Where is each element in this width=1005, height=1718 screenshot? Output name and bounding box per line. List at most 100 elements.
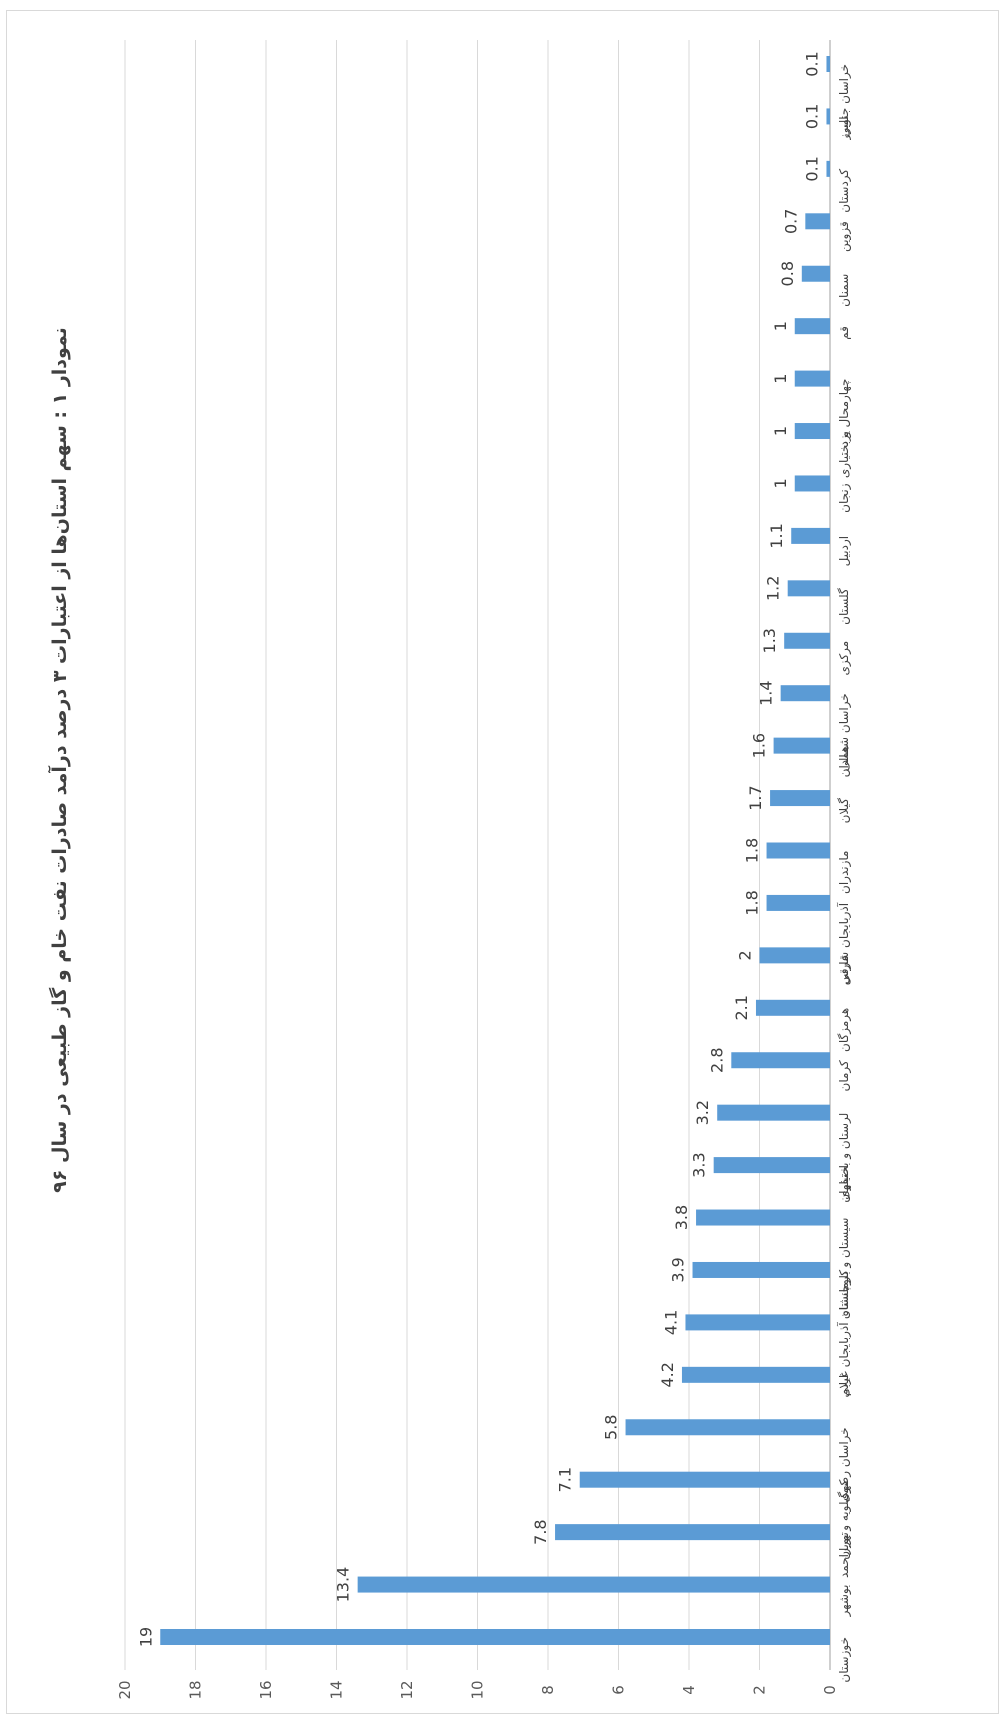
category-label: اردبیل — [837, 536, 852, 567]
x-tick-label: 0 — [821, 1685, 839, 1695]
bar — [625, 1419, 830, 1436]
bar — [794, 475, 830, 492]
bar — [717, 1104, 830, 1121]
bar-value-label: 0.1 — [802, 51, 821, 76]
x-tick-label: 16 — [257, 1680, 275, 1699]
gridlines — [124, 40, 831, 1670]
bar — [681, 1366, 830, 1383]
bar — [755, 999, 830, 1016]
bar-value-label: 0.1 — [802, 156, 821, 181]
bar-value-label: 7.8 — [531, 1519, 550, 1544]
bar-value-label: 1.3 — [760, 628, 779, 653]
bar-value-label: 2 — [736, 950, 755, 960]
x-tick-label: 18 — [187, 1680, 205, 1699]
category-label: کهگیلویه و بویراحمد — [837, 1479, 852, 1578]
category-label: گیلان — [837, 798, 851, 824]
bar-value-label: 5.8 — [602, 1415, 621, 1440]
bar — [791, 527, 830, 544]
x-tick-label: 14 — [328, 1680, 346, 1699]
category-label: زنجان — [837, 483, 852, 513]
data-labels: 19 13.4 7.8 7.1 5.8 4.2 4.1 3.9 3.8 3.3 3.2 2.8 2.1 2… — [136, 51, 821, 1647]
bar-value-label: 1 — [771, 321, 790, 331]
bar — [780, 685, 830, 702]
bar-value-label: 3.8 — [672, 1205, 691, 1230]
bar — [794, 370, 830, 387]
bar-value-label: 1.6 — [750, 733, 769, 758]
x-tick-label: 8 — [539, 1685, 557, 1695]
x-tick-label: 6 — [610, 1685, 628, 1695]
bar-value-label: 7.1 — [556, 1467, 575, 1492]
bar — [826, 108, 830, 125]
x-tick-label: 2 — [751, 1685, 769, 1695]
category-label: خراسان جنوبی — [837, 64, 852, 138]
category-label: اصفهان — [837, 1165, 851, 1203]
category-label: گلستان — [837, 588, 851, 625]
bar — [357, 1576, 830, 1593]
bar-value-label: 4.1 — [661, 1310, 680, 1335]
bar — [773, 737, 830, 754]
category-label: خوزستان — [837, 1637, 852, 1683]
bar — [784, 632, 830, 649]
bar-value-label: 2.1 — [732, 995, 751, 1020]
bar-value-label: 0.8 — [778, 261, 797, 286]
bar-value-label: 1 — [771, 426, 790, 436]
bar — [766, 894, 830, 911]
bar-value-label: 1.2 — [764, 576, 783, 601]
bar — [801, 265, 830, 282]
bar-value-label: 1 — [771, 478, 790, 488]
bar — [731, 1052, 830, 1069]
category-label: کردستان — [837, 169, 852, 213]
category-label: ایلام — [837, 1375, 851, 1396]
bar — [787, 580, 830, 597]
category-label: قم — [837, 326, 851, 340]
category-label: هرمزگان — [837, 1008, 852, 1052]
category-label: سیستان و بلوچستان — [837, 1218, 852, 1320]
bar-value-label: 19 — [136, 1627, 155, 1647]
chart-frame — [6, 10, 999, 1714]
bar-value-label: 1 — [771, 374, 790, 384]
x-tick-label: 10 — [469, 1680, 487, 1699]
category-label: مرکزی — [837, 641, 852, 676]
x-tick-label: 12 — [398, 1680, 416, 1699]
axis-tick-labels: 0 2 4 6 8 10 12 14 16 18 20 — [116, 1680, 839, 1699]
category-label: لرستان و بختیاری — [837, 1113, 852, 1200]
bar — [826, 56, 830, 72]
bar-value-label: 1.7 — [746, 785, 765, 810]
bar — [794, 318, 830, 335]
bar — [696, 1209, 830, 1226]
chart-title: نمودار ۱ : سهم استان‌ها از اعتبارات ۳ در… — [47, 327, 71, 1193]
bar — [770, 790, 830, 807]
bar-value-label: 3.2 — [693, 1100, 712, 1125]
bar-value-label: 3.3 — [690, 1152, 709, 1177]
bars — [160, 56, 830, 1645]
bar-value-label: 0.7 — [781, 209, 800, 234]
bar-value-label: 3.9 — [669, 1257, 688, 1282]
bar-value-label: 2.8 — [707, 1048, 726, 1073]
category-label: چهارمحال و بختیاری — [837, 379, 852, 479]
bar-value-label: 1.4 — [757, 680, 776, 705]
bar — [759, 947, 830, 964]
bar — [794, 423, 830, 440]
bar-value-label: 4.2 — [658, 1362, 677, 1387]
category-label: قزوین — [837, 221, 852, 252]
bar — [826, 160, 830, 177]
category-label: فارس — [837, 955, 852, 985]
category-label: آذربایجان غربی — [836, 1322, 852, 1398]
category-label: البرز — [837, 116, 852, 140]
bar-value-label: 1.8 — [743, 890, 762, 915]
category-label: خراسان شمالی — [837, 693, 852, 771]
category-label: بوشهر — [837, 1585, 852, 1618]
bar — [692, 1261, 830, 1278]
bar-value-label: 1.8 — [743, 838, 762, 863]
bar — [766, 842, 830, 859]
category-label: یزد — [837, 431, 852, 446]
category-label: کرمان — [837, 1060, 852, 1092]
category-label: تهران — [837, 1532, 852, 1560]
bar — [713, 1157, 830, 1174]
x-tick-label: 4 — [680, 1685, 698, 1695]
x-tick-label: 20 — [116, 1680, 134, 1699]
bar-value-label: 13.4 — [334, 1567, 353, 1603]
bar — [579, 1471, 830, 1488]
bar — [805, 213, 830, 230]
